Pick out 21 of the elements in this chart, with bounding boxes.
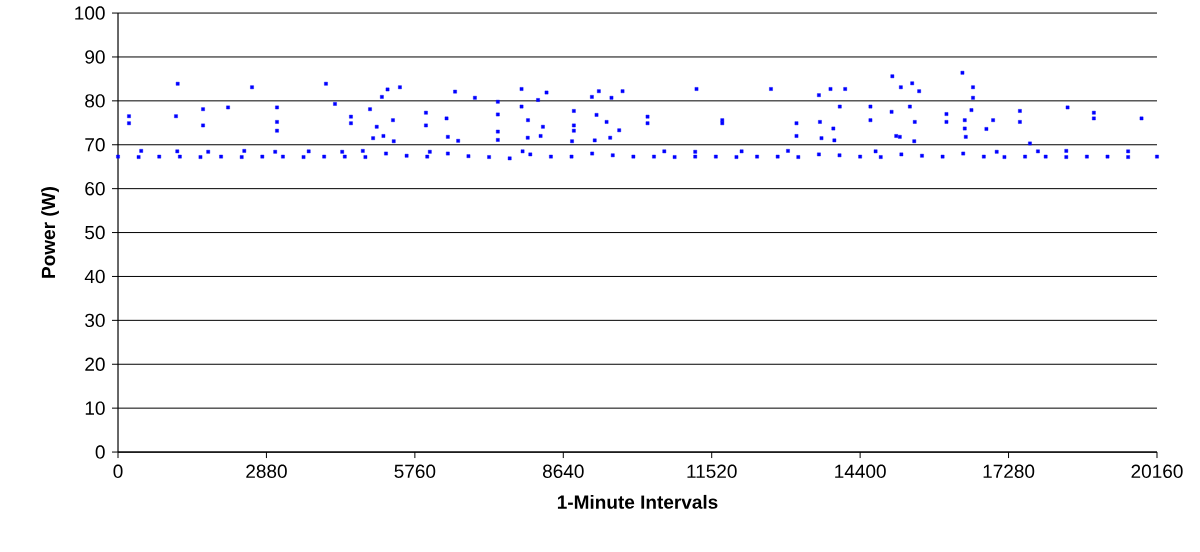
y-tick-label: 10: [85, 401, 105, 415]
y-tick-label: 0: [95, 445, 105, 459]
y-tick-label: 50: [85, 225, 105, 240]
y-tick-label: 20: [85, 357, 105, 371]
x-tick-label: 8640: [542, 464, 584, 479]
y-tick-label: 80: [85, 94, 105, 108]
y-tick-label: 40: [84, 269, 105, 284]
y-tick-label: 100: [75, 6, 105, 20]
x-tick-label: 11520: [687, 464, 737, 479]
x-tick-label: 17280: [983, 464, 1035, 479]
x-tick-label: 2880: [246, 464, 287, 479]
x-tick-label: 20160: [1131, 464, 1183, 479]
x-axis-title: 1-Minute Intervals: [557, 494, 718, 509]
x-tick-label: 0: [113, 464, 123, 479]
x-tick-label: 14400: [835, 464, 886, 479]
y-tick-label: 90: [85, 50, 105, 64]
y-axis-title: Power (W): [41, 187, 59, 278]
y-tick-label: 70: [85, 138, 105, 152]
y-tick-label: 60: [85, 181, 105, 196]
x-tick-label: 5760: [394, 464, 436, 479]
y-tick-label: 30: [85, 313, 105, 328]
